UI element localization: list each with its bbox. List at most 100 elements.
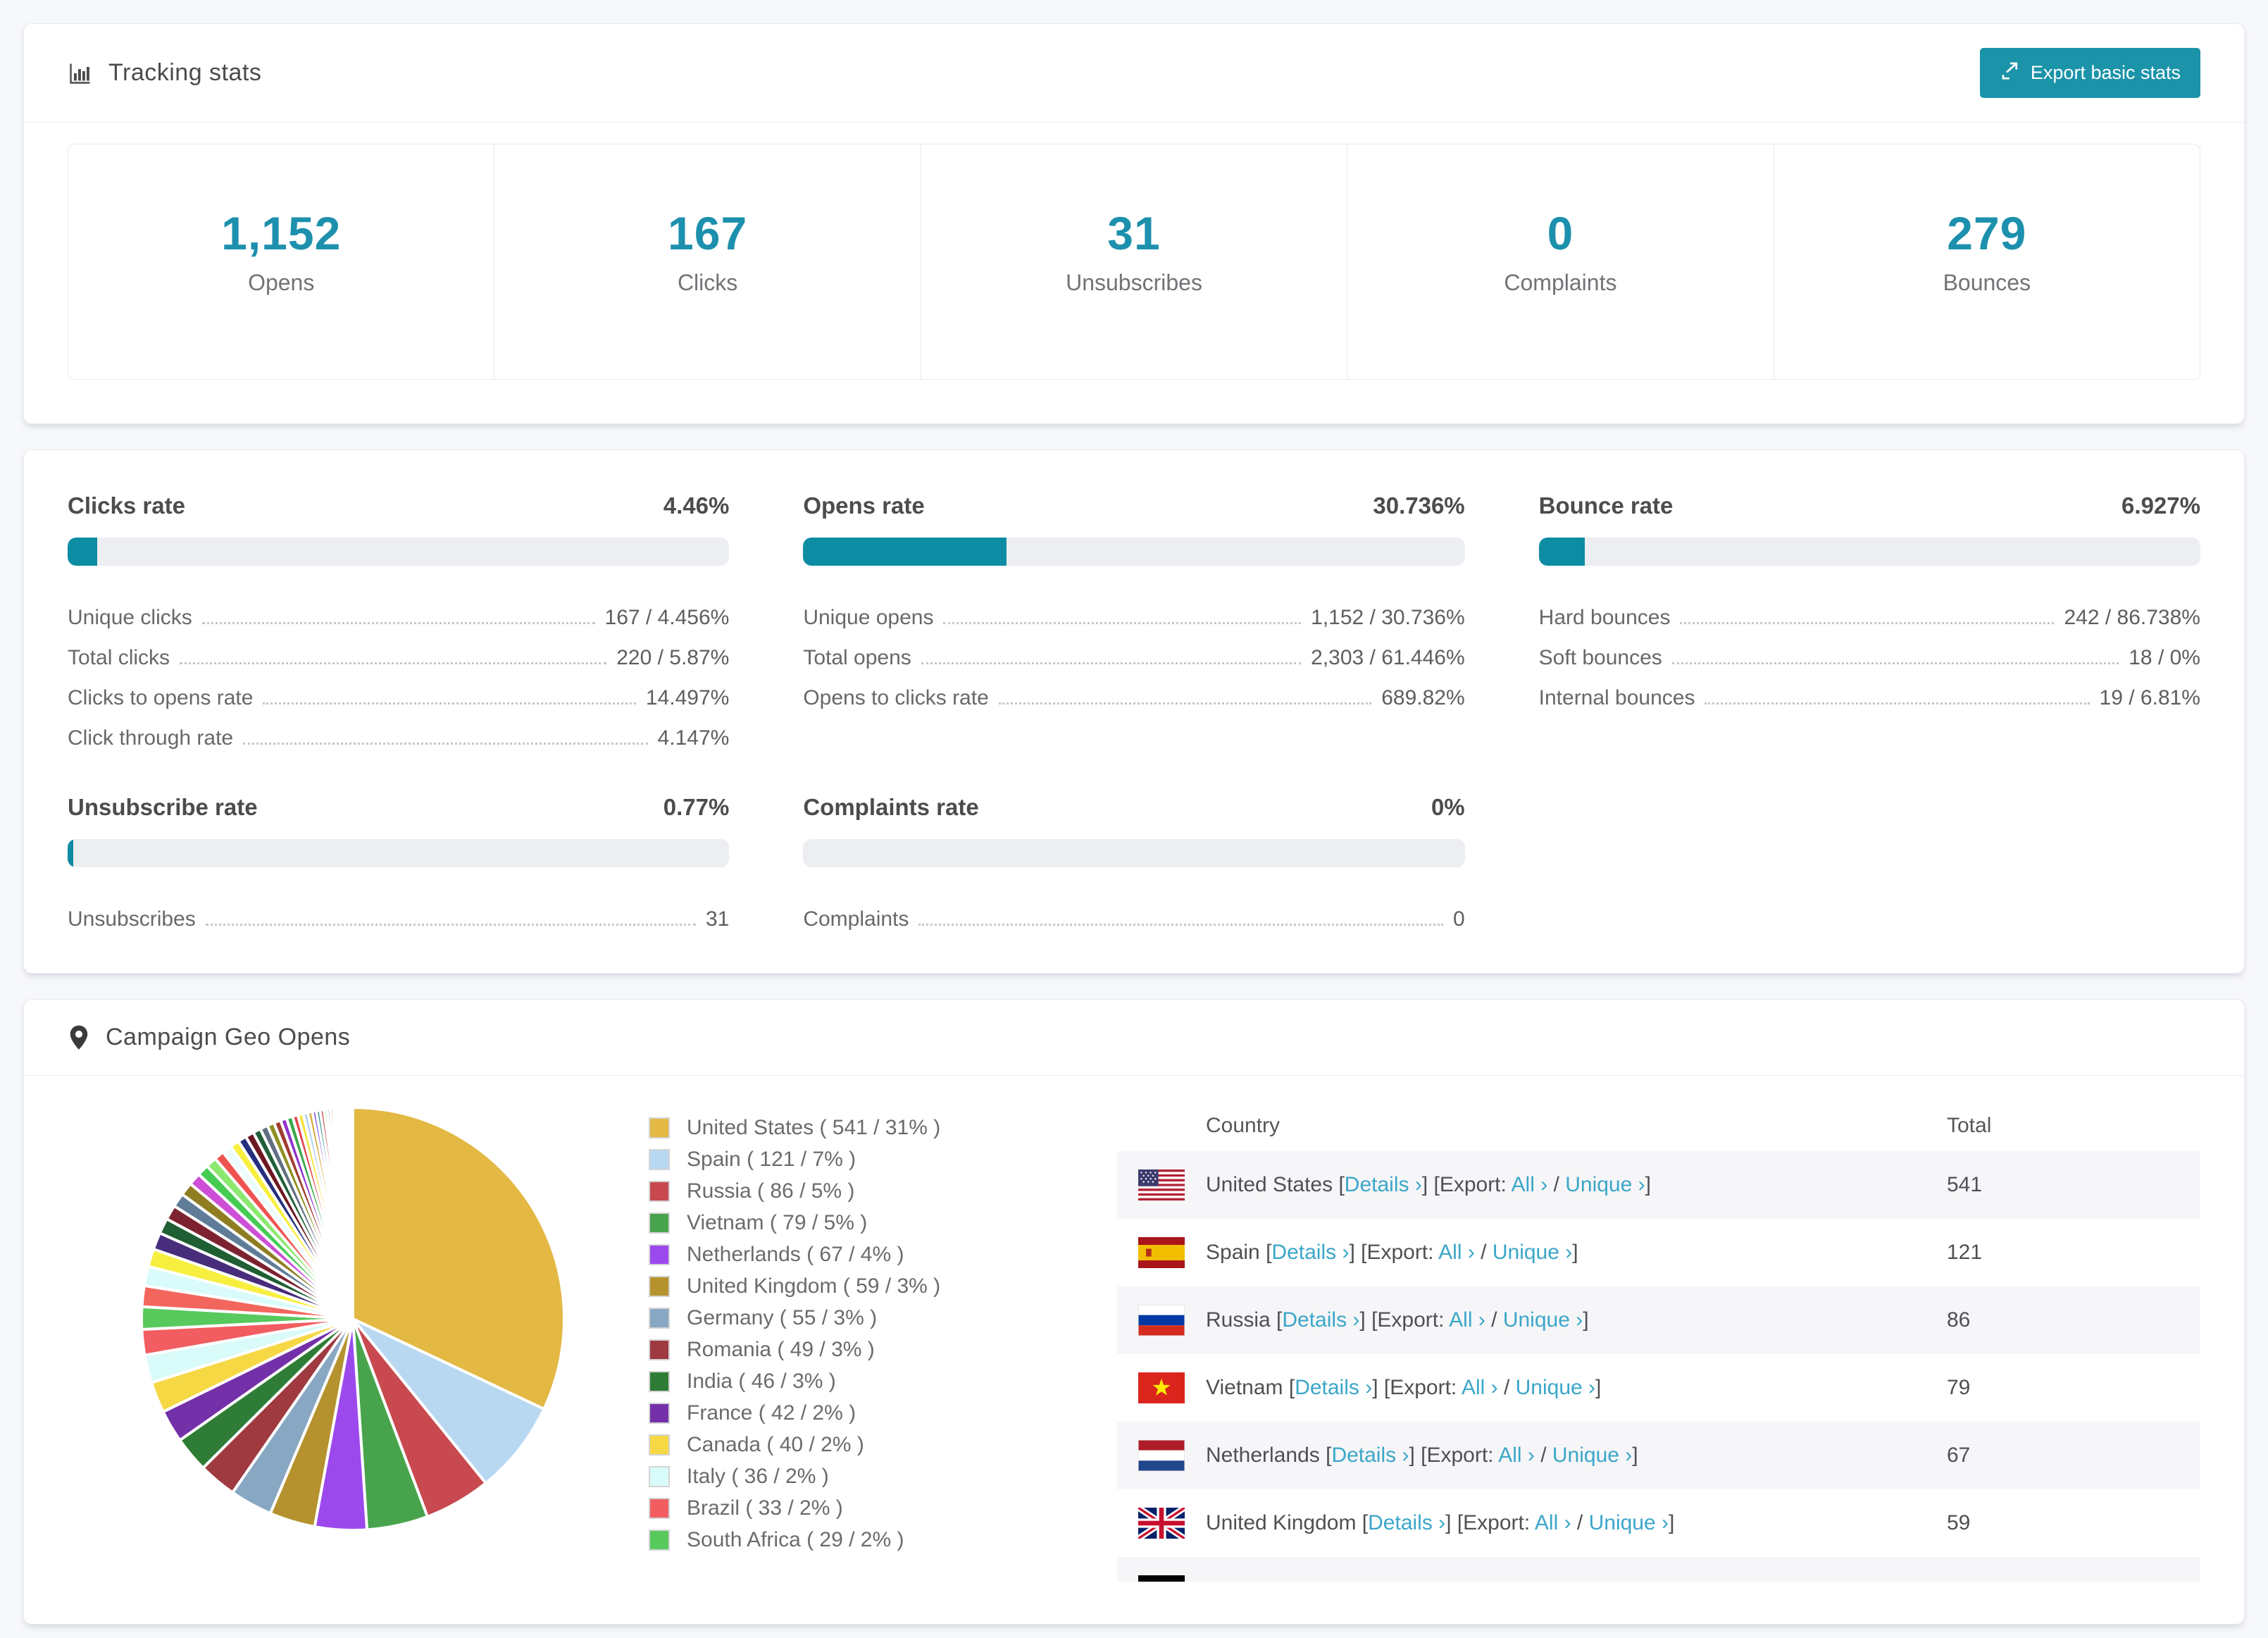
details-link[interactable]: Details › [1368, 1511, 1446, 1534]
metric-row: Opens to clicks rate 689.82% [803, 673, 1464, 713]
legend-swatch [649, 1403, 670, 1424]
legend-label: United States ( 541 / 31% ) [687, 1116, 941, 1139]
details-link[interactable]: Details › [1331, 1444, 1409, 1467]
legend-label: Canada ( 40 / 2% ) [687, 1433, 864, 1456]
legend-item-united-kingdom[interactable]: United Kingdom ( 59 / 3% ) [649, 1274, 1099, 1298]
progress-bar [1538, 538, 2200, 566]
metric-row: Hard bounces 242 / 86.738% [1539, 592, 2200, 633]
column-header-country: Country [1206, 1114, 1281, 1137]
legend-item-brazil[interactable]: Brazil ( 33 / 2% ) [649, 1496, 1099, 1520]
legend-item-france[interactable]: France ( 42 / 2% ) [649, 1401, 1099, 1425]
stat-label: Complaints [1504, 270, 1617, 295]
export-unique-link[interactable]: Unique › [1552, 1444, 1633, 1467]
dotted-leader [1671, 662, 2119, 664]
dotted-leader [1680, 622, 2055, 624]
export-unique-link[interactable]: Unique › [1492, 1241, 1573, 1264]
export-basic-stats-button[interactable]: Export basic stats [1979, 48, 2200, 98]
legend-label: South Africa ( 29 / 2% ) [687, 1528, 904, 1551]
flag-es-icon [1138, 1237, 1185, 1268]
stat-label: Unsubscribes [1066, 270, 1202, 295]
export-all-link[interactable]: All › [1449, 1308, 1485, 1332]
stat-cell-opens: 1,152 Opens [68, 144, 494, 379]
export-all-link[interactable]: All › [1511, 1173, 1548, 1196]
progress-bar [803, 538, 1465, 566]
metric-label: Soft bounces [1538, 646, 1662, 669]
legend-item-south-africa[interactable]: South Africa ( 29 / 2% ) [649, 1528, 1099, 1552]
legend-label: Romania ( 49 / 3% ) [687, 1338, 875, 1361]
metric-value: 19 / 6.81% [2099, 686, 2200, 709]
bar-chart-icon [68, 61, 93, 86]
export-all-link[interactable]: All › [1438, 1241, 1475, 1264]
details-link[interactable]: Details › [1282, 1308, 1360, 1332]
metric-label: Clicks to opens rate [68, 686, 254, 709]
export-unique-link[interactable]: Unique › [1565, 1173, 1645, 1196]
dotted-leader [1705, 702, 2090, 705]
legend-swatch [649, 1371, 670, 1392]
legend-swatch [649, 1308, 670, 1329]
summary-wrap: 1,152 Opens 167 Clicks 31 Unsubscribes 0 Compla… [24, 123, 2244, 423]
metric-row: Unique opens 1,152 / 30.736% [803, 592, 1464, 633]
metric-value: 31 [705, 907, 730, 931]
legend-item-romania[interactable]: Romania ( 49 / 3% ) [649, 1338, 1099, 1362]
export-all-link[interactable]: All › [1461, 1376, 1498, 1399]
geo-opens-header: Campaign Geo Opens [24, 1000, 2244, 1076]
legend-label: Spain ( 121 / 7% ) [687, 1148, 856, 1171]
export-unique-link[interactable]: Unique › [1502, 1308, 1583, 1332]
metric-row: Soft bounces 18 / 0% [1539, 633, 2200, 673]
metric-value: 0 [1452, 907, 1465, 931]
details-link[interactable]: Details › [1344, 1173, 1422, 1196]
rate-block-bounce-rate: Bounce rate 6.927% Hard bounces 242 / 86.73… [1538, 492, 2200, 753]
export-all-link[interactable]: All › [1498, 1444, 1535, 1467]
geo-table-header: Country Total [1117, 1100, 2200, 1151]
export-all-link[interactable]: All › [1471, 1579, 1508, 1582]
metric-value: 4.147% [657, 726, 730, 750]
pie-slice-spain[interactable] [351, 1317, 547, 1486]
pie-slice-other[interactable] [350, 1105, 354, 1320]
metric-label: Unique opens [803, 606, 934, 629]
details-link[interactable]: Details › [1271, 1241, 1350, 1264]
geo-pie-chart [135, 1100, 585, 1582]
dotted-leader [205, 924, 696, 926]
rate-block-clicks-rate: Clicks rate 4.46% Unique clicks 167 / 4.456… [68, 492, 730, 753]
metric-label: Complaints [803, 907, 909, 931]
progress-bar [68, 538, 730, 566]
legend-item-canada[interactable]: Canada ( 40 / 2% ) [649, 1433, 1099, 1457]
metric-value: 14.497% [645, 686, 730, 709]
stat-value: 167 [668, 207, 748, 259]
metric-label: Opens to clicks rate [803, 686, 989, 709]
rate-value: 6.927% [2121, 492, 2200, 519]
stat-value: 31 [1107, 207, 1161, 259]
legend-item-netherlands[interactable]: Netherlands ( 67 / 4% ) [649, 1243, 1099, 1267]
legend-item-vietnam[interactable]: Vietnam ( 79 / 5% ) [649, 1211, 1099, 1235]
total-value: 541 [1947, 1173, 1983, 1196]
legend-item-russia[interactable]: Russia ( 86 / 5% ) [649, 1179, 1099, 1203]
legend-item-united-states[interactable]: United States ( 541 / 31% ) [649, 1116, 1099, 1140]
progress-fill [68, 538, 97, 566]
rate-block-complaints-rate: Complaints rate 0% Complaints 0 [803, 794, 1465, 934]
geo-table: Country Total United States [Details ›] … [1117, 1100, 2200, 1582]
geo-table-row-russia: Russia [Details ›] [Export: All › / Uniq… [1117, 1286, 2200, 1354]
rate-value: 4.46% [663, 492, 730, 519]
export-unique-link[interactable]: Unique › [1588, 1511, 1669, 1534]
geo-table-row-netherlands: Netherlands [Details ›] [Export: All › /… [1117, 1422, 2200, 1489]
legend-item-germany[interactable]: Germany ( 55 / 3% ) [649, 1306, 1099, 1330]
pie-slice-united-states[interactable] [351, 1105, 566, 1411]
metric-row: Total opens 2,303 / 61.446% [803, 633, 1464, 673]
metric-row: Clicks to opens rate 14.497% [68, 673, 729, 713]
details-link[interactable]: Details › [1295, 1376, 1373, 1399]
legend-label: Italy ( 36 / 2% ) [687, 1465, 829, 1488]
details-link[interactable]: Details › [1304, 1579, 1382, 1582]
export-unique-link[interactable]: Unique › [1526, 1579, 1605, 1582]
legend-item-india[interactable]: India ( 46 / 3% ) [649, 1370, 1099, 1394]
flag-nl-icon [1138, 1440, 1185, 1471]
country-cell: Spain [Details ›] [Export: All › / Uniqu… [1206, 1241, 1578, 1264]
legend-swatch [649, 1244, 670, 1265]
legend-item-spain[interactable]: Spain ( 121 / 7% ) [649, 1148, 1099, 1172]
metric-value: 1,152 / 30.736% [1311, 606, 1465, 629]
export-unique-link[interactable]: Unique › [1515, 1376, 1596, 1399]
export-all-link[interactable]: All › [1534, 1511, 1571, 1534]
legend-item-italy[interactable]: Italy ( 36 / 2% ) [649, 1465, 1099, 1489]
flag-vn-icon [1138, 1372, 1185, 1403]
flag-us-icon [1138, 1169, 1185, 1200]
section-title: Campaign Geo Opens [106, 1024, 351, 1050]
